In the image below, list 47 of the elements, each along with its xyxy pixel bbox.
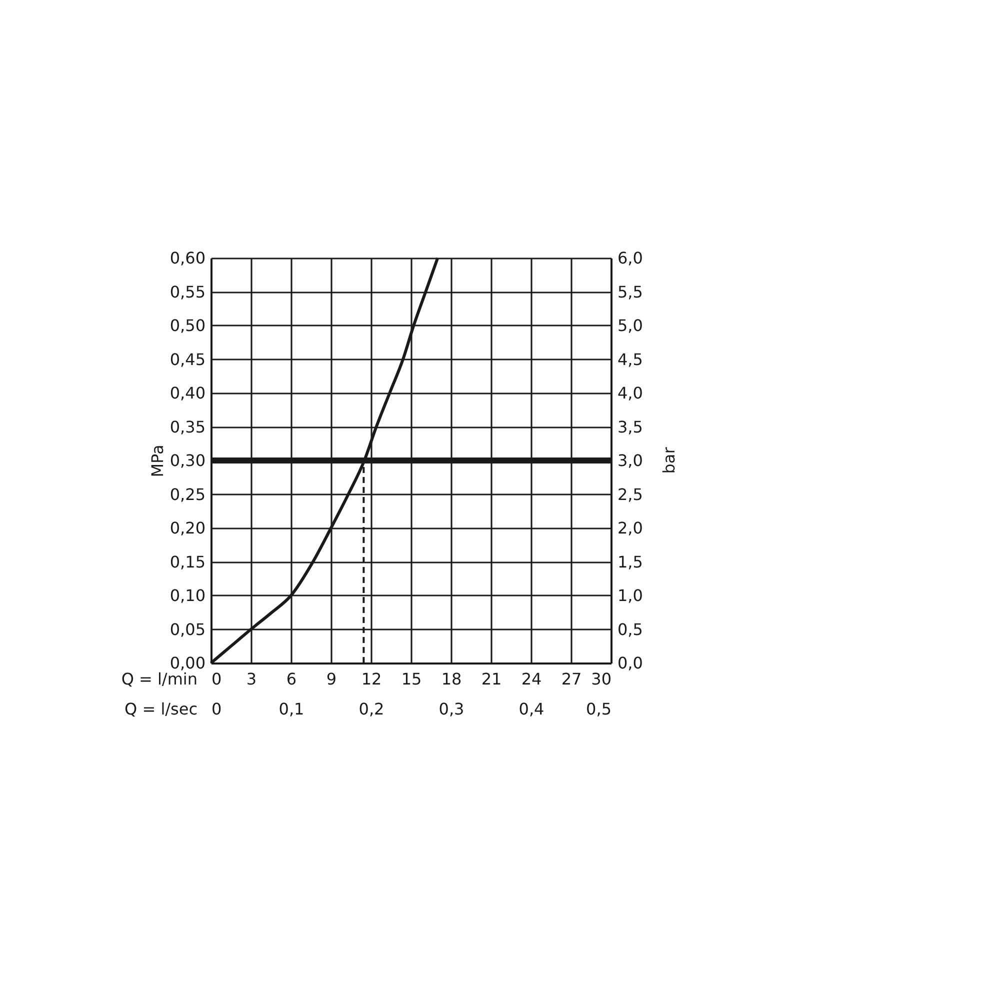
y2-tick-label: 0,5 — [618, 620, 643, 639]
y-axis-title: MPa — [148, 444, 167, 478]
x2-tick-label: 0,3 — [438, 700, 464, 718]
x-tick-label: 3 — [246, 670, 257, 688]
y2-tick-label: 5,5 — [618, 282, 643, 302]
x2-tick-label: 0,5 — [586, 700, 612, 718]
x-axis-title: Q = l/min — [121, 670, 198, 688]
x2-axis-title: Q = l/sec — [124, 700, 198, 718]
y-tick-label: 0,25 — [170, 484, 206, 504]
y2-tick-label: 3,5 — [618, 417, 643, 436]
y2-tick-label: 3,0 — [618, 451, 643, 470]
x-tick-label: 27 — [561, 670, 582, 688]
y-tick-label: 0,60 — [170, 248, 206, 268]
y2-tick-label: 2,0 — [618, 518, 643, 538]
y-tick-label: 0,55 — [170, 282, 206, 302]
y2-tick-label: 4,5 — [618, 350, 643, 369]
y-tick-label: 0,00 — [170, 654, 206, 672]
y2-tick-label: 1,0 — [618, 586, 643, 605]
x-tick-label: 30 — [591, 670, 612, 688]
x2-tick-label: 0,4 — [518, 700, 544, 718]
y-tick-label: 0,10 — [170, 586, 206, 605]
y2-tick-label: 0,0 — [618, 654, 643, 672]
y2-tick-label: 2,5 — [618, 484, 643, 504]
y-tick-label: 0,35 — [170, 417, 206, 436]
y-tick-label: 0,50 — [170, 316, 206, 335]
x-tick-label: 9 — [326, 670, 337, 688]
y-tick-label: 0,20 — [170, 518, 206, 538]
x-tick-label: 12 — [361, 670, 382, 688]
y2-tick-label: 4,0 — [618, 384, 643, 402]
x-tick-label: 6 — [286, 670, 297, 688]
x-tick-label: 21 — [481, 670, 502, 688]
x2-tick-label: 0,1 — [278, 700, 304, 718]
x-tick-label: 24 — [521, 670, 542, 688]
y-tick-label: 0,45 — [170, 350, 206, 369]
y2-tick-label: 6,0 — [618, 248, 643, 268]
y-tick-label: 0,30 — [170, 451, 206, 470]
x-tick-label: 15 — [401, 670, 422, 688]
y2-tick-label: 1,5 — [618, 552, 643, 572]
y-tick-label: 0,40 — [170, 384, 206, 402]
x-tick-label: 18 — [441, 670, 462, 688]
y2-axis-title: bar — [660, 446, 678, 474]
y2-tick-label: 5,0 — [618, 316, 643, 335]
x2-tick-label: 0,2 — [358, 700, 384, 718]
y-tick-label: 0,15 — [170, 552, 206, 572]
x2-tick-label: 0 — [212, 700, 222, 718]
y-tick-label: 0,05 — [170, 620, 206, 639]
x-tick-label: 0 — [212, 670, 222, 688]
